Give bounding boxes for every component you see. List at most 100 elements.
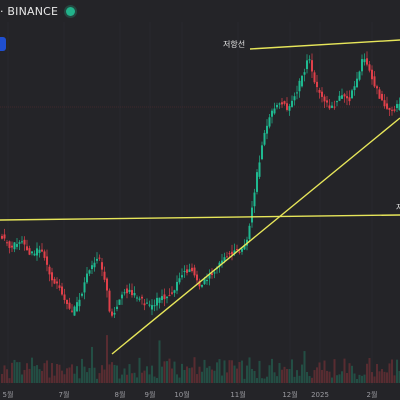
candle-body [201,284,203,287]
candle-body [203,278,206,285]
side-toolbar-icon[interactable] [0,37,6,51]
candle-body [183,270,186,272]
candle-body [238,251,241,253]
candle-body [153,305,156,307]
candle-body [313,72,316,83]
candle-body [266,125,268,134]
candle-body [186,269,188,273]
candle-body [81,293,83,296]
x-axis-label: 7월 [59,390,70,399]
volume-bar [288,369,291,383]
volume-bar [88,367,91,383]
candle-body [168,295,171,297]
volume-bar [323,360,326,383]
candle-body [221,260,223,264]
volume-bar [208,366,211,383]
candle-body [196,274,198,281]
volume-bar [253,370,256,383]
candle-body [361,59,363,72]
candle-body [136,297,138,299]
candle-body [198,280,201,287]
candle-body [206,280,208,282]
volume-bar [296,370,298,383]
volume-bar [398,371,400,383]
volume-bar [38,369,41,383]
candle-body [333,106,336,108]
volume-bar [33,366,36,383]
candle-body [308,59,311,61]
volume-bar [306,372,308,383]
volume-bar [333,359,336,383]
volume-bar [78,378,81,383]
candle-body [173,290,176,293]
candle-body [131,290,133,296]
volume-bar [186,366,188,383]
candle-body [323,96,326,102]
candle-body [381,93,383,101]
volume-bar [308,376,311,383]
candle-body [291,100,293,107]
volume-bar [351,365,353,383]
candle-body [281,102,283,105]
volume-bar [148,374,151,383]
candle-body [78,299,81,307]
candle-body [276,104,278,108]
volume-bar [96,378,98,383]
candle-body [46,256,48,265]
candle-body [228,253,231,255]
candle-body [188,269,191,272]
volume-bar [366,363,368,383]
candle-body [353,86,356,91]
volume-bar [111,362,113,383]
volume-bar [328,371,331,383]
volume-bar [383,371,386,383]
candle-body [386,103,388,109]
volume-bar [331,377,333,383]
volume-bar [221,375,223,383]
volume-bar [206,367,208,383]
candle-body [336,101,338,103]
candle-body [223,257,226,262]
candle-body [226,256,228,258]
candles [1,51,400,319]
volume-bar [311,377,313,383]
candle-body [328,105,331,109]
volume-bar [293,376,296,383]
candle-body [11,245,13,248]
candle-body [58,285,61,288]
volume-bar [68,367,71,383]
volume-bar [191,367,193,383]
candle-body [321,91,323,97]
candle-body [391,109,393,111]
candle-body [88,270,91,274]
volume-bar [103,369,106,383]
x-axis-label: 9월 [145,390,156,399]
candle-body [358,71,361,80]
volume-bar [51,363,53,383]
candle-body [371,69,373,80]
candle-body [273,108,276,114]
volume-bar [338,374,341,383]
candle-body [73,306,76,316]
candle-body [356,78,358,88]
candle-body [106,278,108,291]
candle-body [161,296,163,301]
volume-bar [261,378,263,383]
volume-bar [81,358,83,383]
volume-bar [281,369,283,383]
candle-body [278,103,281,105]
candle-body [158,297,161,303]
candle-body [163,294,166,300]
volume-bar [373,376,376,383]
candle-body [26,246,28,251]
candle-body [373,76,376,87]
candle-body [178,278,181,283]
candle-body [166,296,168,299]
volume-bar [26,363,28,383]
rising-trendline [111,117,400,355]
candle-body [243,244,246,250]
volume-bar [66,368,68,383]
candle-body [181,275,183,278]
